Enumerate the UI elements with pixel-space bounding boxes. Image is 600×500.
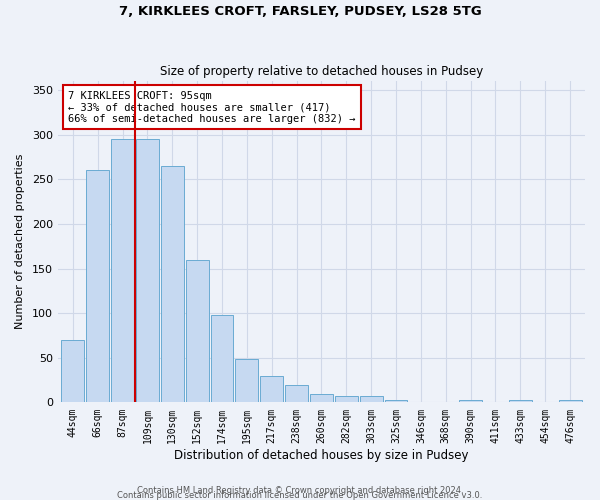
Bar [459, 400, 482, 402]
Bar [211, 315, 233, 402]
Text: Contains public sector information licensed under the Open Government Licence v3: Contains public sector information licen… [118, 491, 482, 500]
Bar [310, 394, 333, 402]
Y-axis label: Number of detached properties: Number of detached properties [15, 154, 25, 330]
Bar [285, 386, 308, 402]
Bar [509, 400, 532, 402]
Bar [559, 400, 581, 402]
Bar [86, 170, 109, 402]
Bar [161, 166, 184, 402]
Text: Contains HM Land Registry data © Crown copyright and database right 2024.: Contains HM Land Registry data © Crown c… [137, 486, 463, 495]
Bar [260, 376, 283, 402]
Title: Size of property relative to detached houses in Pudsey: Size of property relative to detached ho… [160, 66, 483, 78]
Text: 7, KIRKLEES CROFT, FARSLEY, PUDSEY, LS28 5TG: 7, KIRKLEES CROFT, FARSLEY, PUDSEY, LS28… [119, 5, 481, 18]
Bar [360, 396, 383, 402]
X-axis label: Distribution of detached houses by size in Pudsey: Distribution of detached houses by size … [174, 450, 469, 462]
Bar [235, 358, 259, 403]
Bar [385, 400, 407, 402]
Bar [61, 340, 84, 402]
Bar [136, 139, 159, 402]
Bar [111, 139, 134, 402]
Bar [335, 396, 358, 402]
Text: 7 KIRKLEES CROFT: 95sqm
← 33% of detached houses are smaller (417)
66% of semi-d: 7 KIRKLEES CROFT: 95sqm ← 33% of detache… [68, 90, 356, 124]
Bar [186, 260, 209, 402]
